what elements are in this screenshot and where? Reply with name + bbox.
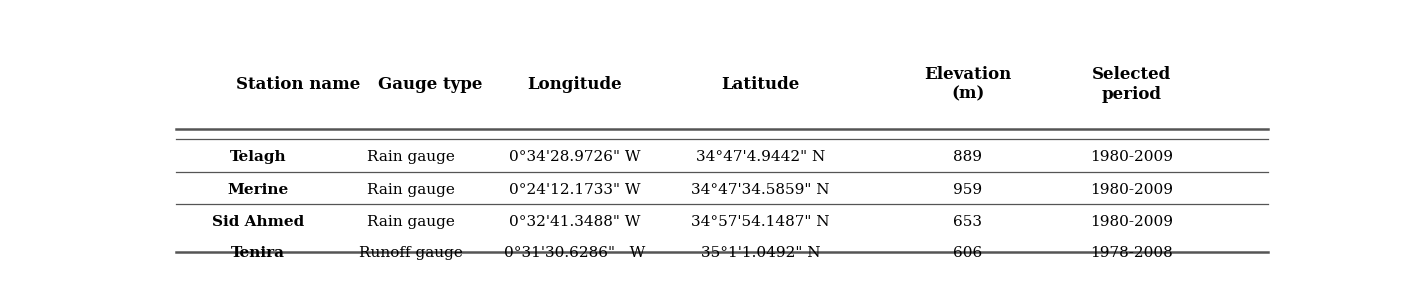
Text: 1978-2008: 1978-2008 <box>1091 246 1172 260</box>
Text: Rain gauge: Rain gauge <box>366 150 455 164</box>
Text: Elevation
(m): Elevation (m) <box>924 66 1012 102</box>
Text: Rain gauge: Rain gauge <box>366 182 455 196</box>
Text: 0°32'41.3488" W: 0°32'41.3488" W <box>509 215 640 229</box>
Text: Selected
period: Selected period <box>1092 66 1171 102</box>
Text: 0°24'12.1733" W: 0°24'12.1733" W <box>509 182 641 196</box>
Text: 889: 889 <box>954 150 982 164</box>
Text: 653: 653 <box>954 215 982 229</box>
Text: 35°1'1.0492" N: 35°1'1.0492" N <box>700 246 820 260</box>
Text: Sid Ahmed: Sid Ahmed <box>211 215 304 229</box>
Text: Tenira: Tenira <box>231 246 285 260</box>
Text: 0°34'28.9726" W: 0°34'28.9726" W <box>509 150 641 164</box>
Text: Latitude: Latitude <box>721 76 799 93</box>
Text: Telagh: Telagh <box>230 150 286 164</box>
Text: Rain gauge: Rain gauge <box>366 215 455 229</box>
Text: 1980-2009: 1980-2009 <box>1091 150 1174 164</box>
Text: Longitude: Longitude <box>527 76 621 93</box>
Text: 606: 606 <box>952 246 982 260</box>
Text: 0°31'30.6286"   W: 0°31'30.6286" W <box>504 246 645 260</box>
Text: 1980-2009: 1980-2009 <box>1091 215 1174 229</box>
Text: 959: 959 <box>954 182 982 196</box>
Text: Runoff gauge: Runoff gauge <box>359 246 462 260</box>
Text: 34°57'54.1487" N: 34°57'54.1487" N <box>690 215 830 229</box>
Text: Station name: Station name <box>237 76 361 93</box>
Text: 34°47'4.9442" N: 34°47'4.9442" N <box>696 150 824 164</box>
Text: Merine: Merine <box>227 182 289 196</box>
Text: 34°47'34.5859" N: 34°47'34.5859" N <box>690 182 830 196</box>
Text: Gauge type: Gauge type <box>378 76 482 93</box>
Text: 1980-2009: 1980-2009 <box>1091 182 1174 196</box>
